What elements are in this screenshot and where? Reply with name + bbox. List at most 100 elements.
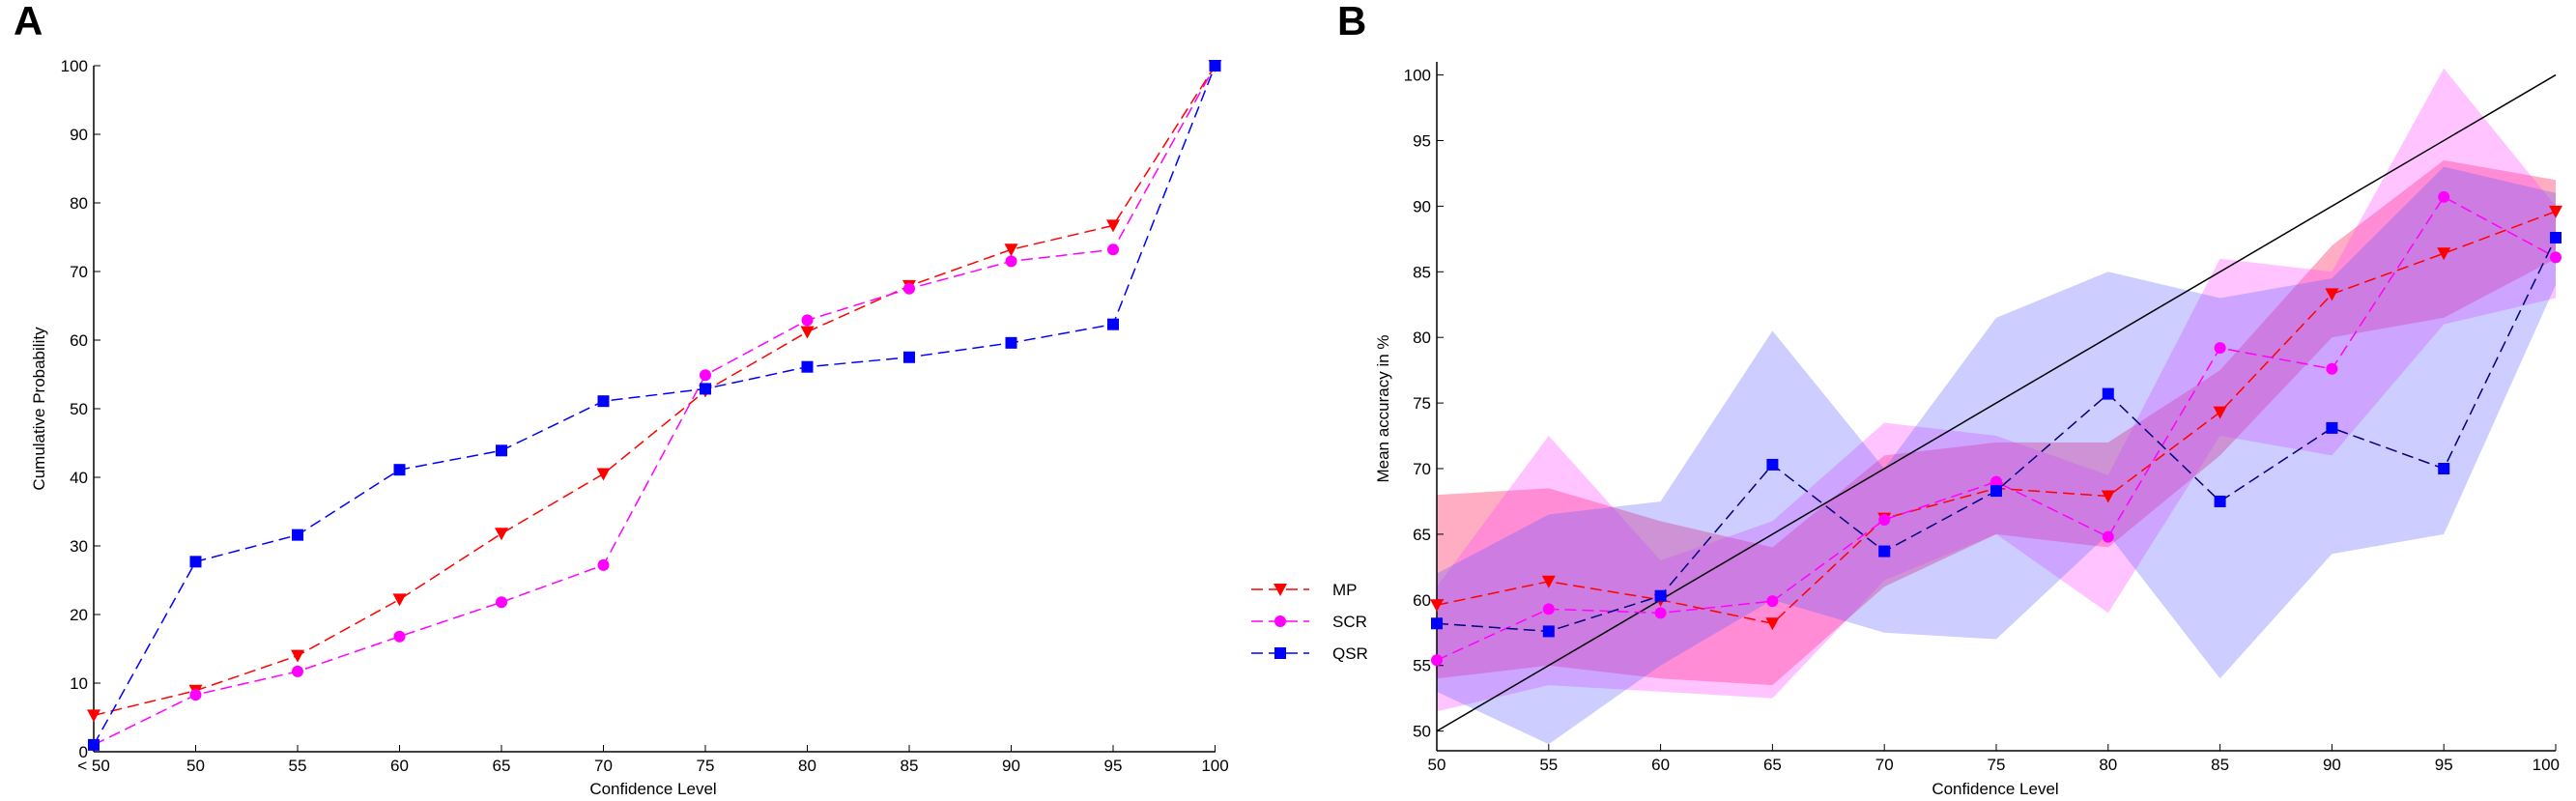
y-tick-label: 75: [1413, 394, 1431, 413]
y-tick-label: 100: [61, 57, 88, 75]
x-tick-label: 90: [1002, 757, 1020, 775]
data-point-mp: [2325, 288, 2339, 301]
panel-b-y-label: Mean accuracy in %: [1374, 334, 1392, 482]
data-point-qsr: [1542, 625, 1555, 638]
data-point-mp: [596, 468, 611, 481]
data-point-scr: [1990, 475, 2002, 488]
data-point-qsr: [903, 351, 915, 363]
data-point-scr: [189, 689, 202, 701]
x-tick-label: 85: [2211, 756, 2229, 774]
confidence-band-mp: [1437, 159, 2556, 686]
confidence-band-qsr: [1437, 166, 2556, 745]
panel-b-identity-line: [1436, 73, 2557, 732]
y-tick-label: 90: [70, 126, 88, 144]
data-point-qsr: [88, 738, 100, 751]
series-line-scr: [1436, 195, 2557, 661]
x-tick-label: 55: [289, 757, 307, 775]
y-tick-label: 20: [70, 606, 88, 624]
data-point-qsr: [2326, 421, 2338, 434]
data-point-mp: [1765, 617, 1780, 631]
x-tick-label: 100: [1201, 757, 1228, 775]
panel-a-y-ticks: 0 10 20 30 40 50 60 70 80 90 100: [61, 57, 100, 761]
panel-a-x-label: Confidence Level: [589, 780, 716, 798]
legend-marker-mp: [1274, 584, 1287, 596]
series-line-qsr: [93, 65, 1216, 746]
data-point-scr: [903, 282, 915, 295]
data-point-scr: [2550, 251, 2562, 264]
data-point-qsr: [1766, 458, 1779, 471]
panel-a-letter: A: [14, 0, 43, 43]
y-tick-label: 95: [1413, 131, 1431, 150]
data-point-mp: [495, 528, 508, 541]
data-point-scr: [700, 369, 711, 382]
data-point-scr: [2326, 362, 2338, 375]
data-point-mp: [1541, 575, 1556, 588]
y-tick-label: 90: [1413, 197, 1431, 215]
x-tick-label: 80: [2099, 756, 2117, 774]
x-tick-label: 65: [1763, 756, 1782, 774]
panel-a-chart: A 0 10 20 30 40 50 60 70 80 90 100 < 50 50 55 60 65 70 7…: [14, 0, 1368, 798]
data-point-qsr: [292, 529, 303, 541]
x-tick-label: 100: [2533, 756, 2560, 774]
data-point-qsr: [1431, 617, 1443, 630]
legend-label-scr: SCR: [1332, 613, 1367, 631]
x-tick-label: 95: [1104, 757, 1123, 775]
data-point-qsr: [1107, 318, 1119, 330]
y-tick-label: 80: [70, 194, 88, 213]
x-tick-label: 65: [493, 757, 511, 775]
data-point-scr: [1766, 595, 1779, 608]
panel-b-chart: B 50 55 60 65 70 75 80 85 90 95 100 50 55 60 65 70 75 80…: [1337, 0, 2562, 798]
y-tick-label: 30: [70, 537, 88, 556]
data-point-qsr: [1990, 485, 2002, 498]
legend-marker-scr: [1274, 615, 1286, 627]
data-point-qsr: [2102, 387, 2114, 400]
data-point-mp: [1106, 219, 1120, 233]
data-point-qsr: [2550, 231, 2562, 243]
x-tick-label: 90: [2323, 756, 2341, 774]
panel-b-confidence-bands: [1437, 68, 2556, 745]
data-point-scr: [1005, 255, 1017, 268]
y-tick-label: 70: [70, 263, 88, 281]
data-point-scr: [393, 630, 406, 643]
x-tick-label: 50: [186, 757, 205, 775]
data-point-mp: [87, 709, 100, 723]
x-tick-label: < 50: [77, 757, 110, 775]
y-tick-label: 85: [1413, 263, 1431, 281]
data-point-scr: [1431, 654, 1443, 667]
y-tick-label: 65: [1413, 526, 1431, 544]
y-tick-label: 40: [70, 469, 88, 487]
panel-b-series: [1430, 190, 2562, 667]
data-point-scr: [597, 558, 610, 571]
data-point-scr: [1878, 513, 1891, 526]
x-tick-label: 80: [798, 757, 816, 775]
data-point-mp: [2437, 247, 2451, 261]
data-point-qsr: [1209, 60, 1221, 72]
x-tick-label: 70: [1875, 756, 1894, 774]
x-tick-label: 95: [2435, 756, 2453, 774]
data-point-mp: [2213, 406, 2227, 419]
panel-b-x-label: Confidence Level: [1932, 780, 2058, 798]
data-point-scr: [801, 314, 814, 327]
panel-b-letter: B: [1337, 0, 1366, 43]
y-tick-label: 10: [70, 674, 88, 693]
data-point-qsr: [2438, 463, 2450, 475]
data-point-scr: [2102, 530, 2114, 543]
data-point-qsr: [1005, 336, 1017, 349]
data-point-scr: [2438, 190, 2450, 203]
data-point-qsr: [189, 556, 202, 568]
x-tick-label: 75: [697, 757, 715, 775]
y-tick-label: 50: [70, 400, 88, 418]
panel-b-y-ticks: 50 55 60 65 70 75 80 85 90 95 100: [1404, 67, 1444, 741]
data-point-qsr: [1878, 545, 1891, 558]
data-point-qsr: [393, 464, 406, 476]
data-point-qsr: [496, 444, 507, 457]
legend-label-mp: MP: [1332, 581, 1358, 599]
y-tick-label: 80: [1413, 329, 1431, 347]
data-point-mp: [1430, 599, 1444, 613]
x-tick-label: 85: [901, 757, 919, 775]
series-line-scr: [93, 65, 1216, 746]
panel-b-x-ticks: 50 55 60 65 70 75 80 85 90 95 100: [1428, 744, 2560, 774]
data-point-scr: [1107, 243, 1119, 256]
panel-a-series: [87, 60, 1222, 751]
